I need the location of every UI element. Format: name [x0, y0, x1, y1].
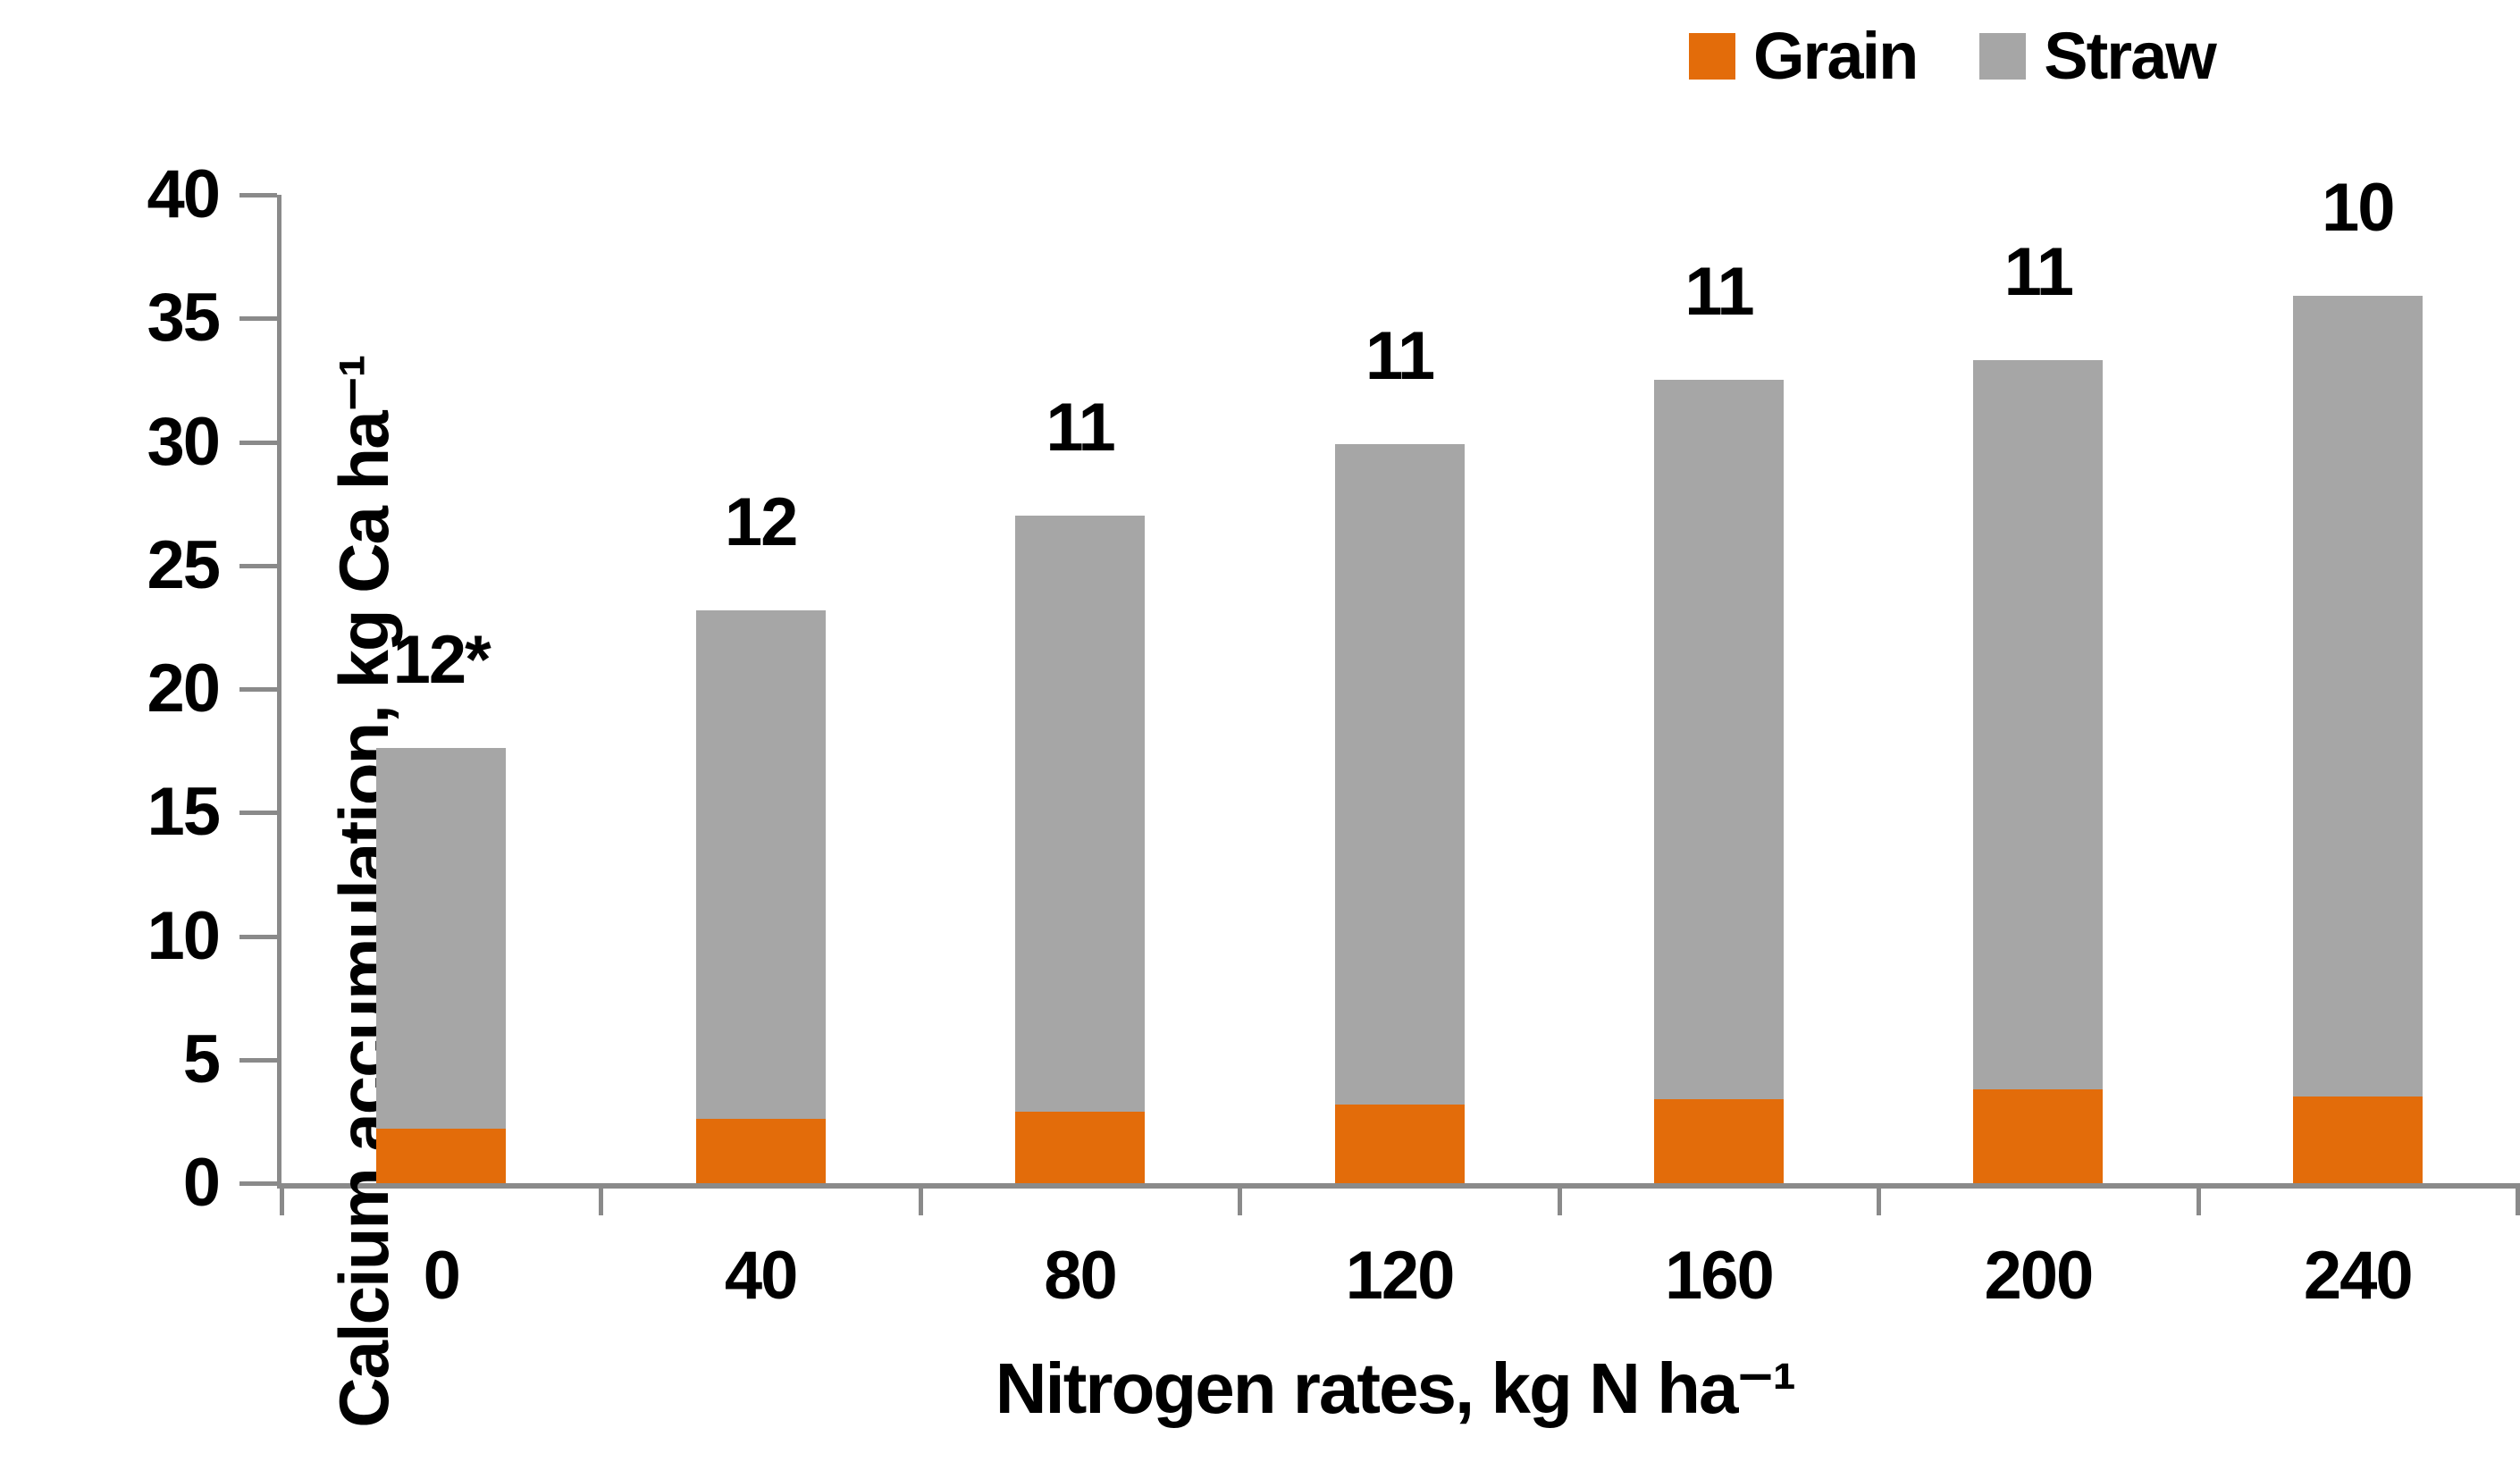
y-tick [239, 193, 277, 197]
x-tick [280, 1183, 284, 1215]
y-tick-label: 35 [147, 280, 221, 357]
y-tick-label: 0 [182, 1145, 221, 1221]
bar-group [1015, 195, 1146, 1183]
bar-value-label: 12 [724, 483, 799, 560]
x-tick [1238, 1183, 1243, 1215]
legend-swatch-grain [1689, 33, 1735, 80]
y-tick [239, 687, 277, 692]
plot-area: Calcium accumulation, kg Ca ha⁻¹ 0 5 10 15 2… [147, 161, 2520, 1428]
bar-segment-straw [1334, 444, 1465, 1105]
bar-group [2292, 195, 2423, 1183]
bar-segment-grain [695, 1119, 826, 1183]
y-tick [239, 811, 277, 816]
y-tick [239, 440, 277, 445]
bar-segment-straw [695, 609, 826, 1120]
y-tick [239, 563, 277, 568]
x-tick-label: 200 [1984, 1238, 2094, 1314]
x-tick [1877, 1183, 1882, 1215]
bar-segment-grain [1653, 1099, 1784, 1183]
bar-value-label: 11 [1046, 390, 1115, 466]
x-tick-label: 0 [423, 1238, 461, 1314]
legend: Grain Straw [1689, 19, 2217, 93]
legend-item-grain: Grain [1689, 19, 1919, 93]
bar-segment-grain [1015, 1111, 1146, 1183]
bar-segment-grain [2292, 1096, 2423, 1183]
y-tick [239, 934, 277, 939]
x-tick-label: 120 [1345, 1238, 1456, 1314]
bar-value-label: 11 [1684, 254, 1754, 331]
y-tick [239, 1181, 277, 1186]
bar-segment-straw [376, 748, 507, 1130]
x-tick-label: 40 [724, 1238, 799, 1314]
bar-group [1653, 195, 1784, 1183]
x-tick-label: 80 [1044, 1238, 1118, 1314]
bar-group [1973, 195, 2104, 1183]
y-tick-label: 15 [147, 774, 221, 851]
legend-label: Grain [1753, 19, 1919, 93]
x-tick [2516, 1183, 2520, 1215]
y-tick-label: 40 [147, 156, 221, 232]
y-tick [239, 1057, 277, 1063]
bar-segment-grain [1973, 1088, 2104, 1183]
bar-value-label: 12* [392, 622, 491, 699]
bar-segment-grain [376, 1129, 507, 1183]
x-tick [599, 1183, 604, 1215]
x-tick-label: 160 [1665, 1238, 1775, 1314]
legend-swatch-straw [1979, 33, 2027, 80]
bar-group [695, 195, 826, 1183]
bar-segment-straw [2292, 296, 2423, 1097]
y-tick-label: 10 [147, 897, 221, 974]
x-tick [1557, 1183, 1562, 1215]
y-tick-label: 30 [147, 403, 221, 480]
y-tick-label: 20 [147, 651, 221, 727]
y-tick-label: 25 [147, 526, 221, 603]
bar-group [1334, 195, 1465, 1183]
bar-segment-straw [1653, 380, 1784, 1099]
y-tick [239, 316, 277, 322]
x-tick [918, 1183, 923, 1215]
y-tick-label: 5 [182, 1021, 221, 1097]
bar-value-label: 10 [2322, 170, 2396, 247]
bar-value-label: 11 [1365, 318, 1435, 395]
bar-segment-grain [1334, 1104, 1465, 1183]
bar-segment-straw [1973, 360, 2104, 1089]
x-axis-title: Nitrogen rates, kg N ha⁻¹ [995, 1349, 1797, 1428]
bar-value-label: 11 [2003, 234, 2074, 311]
bar-segment-straw [1015, 516, 1146, 1112]
x-tick-label: 240 [2303, 1238, 2414, 1314]
bar-group [376, 195, 507, 1183]
legend-item-straw: Straw [1979, 19, 2217, 93]
x-tick [2196, 1183, 2201, 1215]
legend-label: Straw [2044, 19, 2217, 93]
